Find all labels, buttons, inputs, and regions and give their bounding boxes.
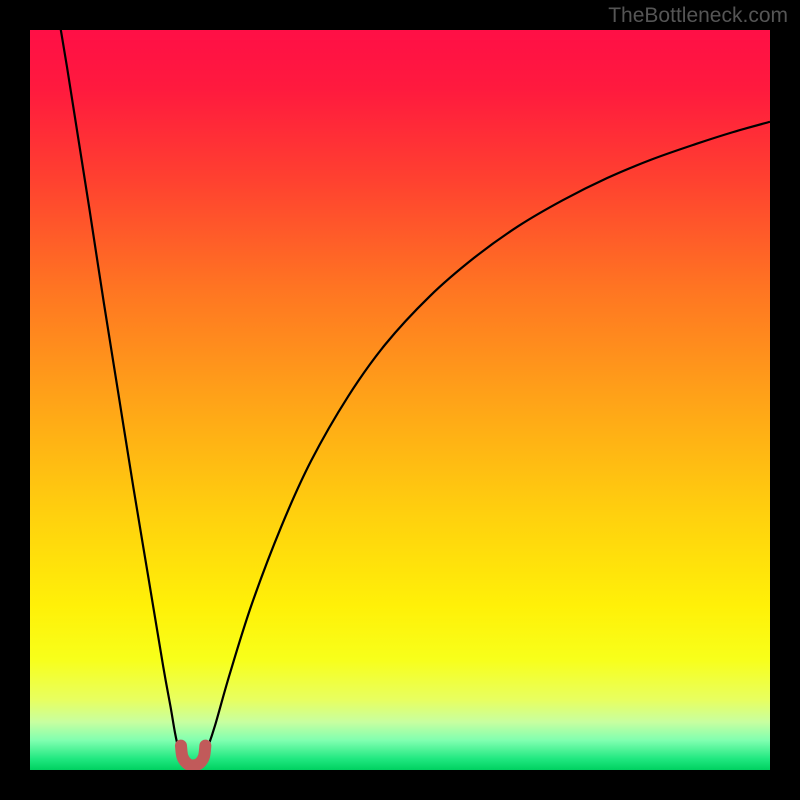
figure-frame: TheBottleneck.com <box>0 0 800 800</box>
gradient-background <box>30 30 770 770</box>
plot-svg <box>30 30 770 770</box>
watermark-text: TheBottleneck.com <box>608 4 788 28</box>
plot-area <box>30 30 770 770</box>
